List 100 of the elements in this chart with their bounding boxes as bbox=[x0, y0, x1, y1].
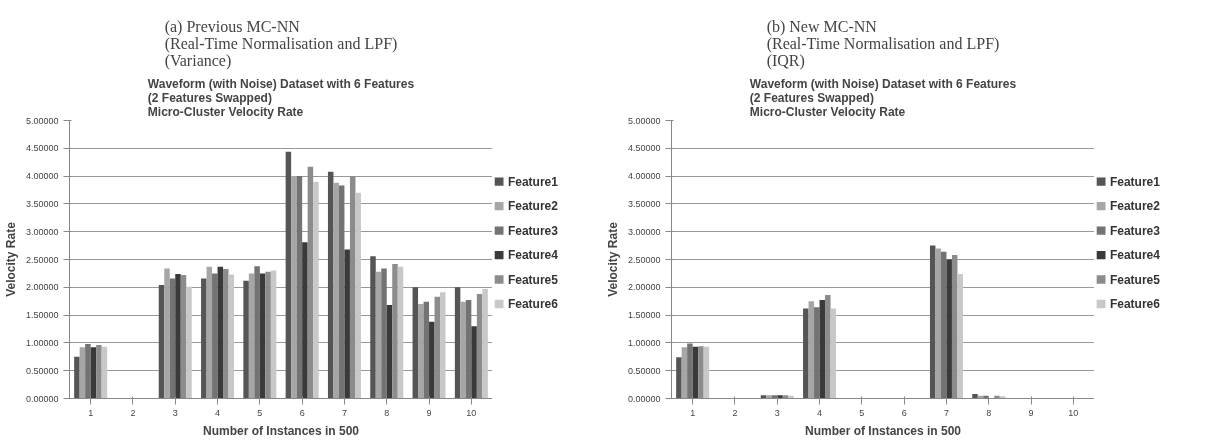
legend-label: Feature3 bbox=[1109, 223, 1161, 238]
bar bbox=[687, 343, 693, 399]
y-tick-label: 3.00000 bbox=[627, 226, 661, 237]
bar bbox=[169, 278, 176, 399]
y-tick-label: 0.50000 bbox=[627, 365, 661, 376]
bar bbox=[429, 321, 435, 399]
bar bbox=[74, 356, 80, 399]
y-tick-label: 0.00000 bbox=[25, 393, 59, 404]
bar bbox=[929, 245, 936, 399]
y-tick-label: 0.00000 bbox=[627, 393, 661, 404]
x-tick-label: 3 bbox=[774, 407, 780, 418]
legend-label: Feature5 bbox=[507, 272, 559, 287]
bar bbox=[440, 292, 446, 399]
legend-label: Feature6 bbox=[507, 296, 559, 311]
bar bbox=[327, 171, 334, 399]
bar bbox=[957, 273, 963, 399]
y-tick-label: 3.00000 bbox=[25, 226, 59, 237]
x-tick-label: 2 bbox=[732, 407, 738, 418]
bar bbox=[302, 242, 308, 399]
legend-label: Feature3 bbox=[507, 223, 559, 238]
bar bbox=[703, 346, 710, 399]
bar bbox=[370, 256, 376, 399]
chart-title: (a) Previous MC-NN (Real-Time Normalisation and LPF) (Variance) bbox=[164, 17, 398, 70]
bar bbox=[248, 273, 255, 399]
bar bbox=[465, 300, 472, 399]
bar bbox=[158, 285, 165, 399]
bar bbox=[270, 270, 277, 399]
x-tick-label: 7 bbox=[943, 407, 949, 418]
bar bbox=[243, 280, 249, 399]
bar bbox=[212, 273, 218, 399]
bar bbox=[254, 266, 260, 399]
x-tick-label: 7 bbox=[341, 407, 347, 418]
x-tick-label: 6 bbox=[299, 407, 305, 418]
x-tick-label: 9 bbox=[1028, 407, 1034, 418]
bar bbox=[830, 308, 837, 399]
bar bbox=[460, 301, 466, 399]
x-axis-title: Number of Instances in 500 bbox=[202, 423, 360, 438]
chart-subtitle: Waveform (with Noise) Dataset with 6 Features (2 Features Swapped) Micro-Cluster Velocity Rate bbox=[749, 76, 1017, 119]
x-tick-label: 5 bbox=[859, 407, 865, 418]
bar bbox=[375, 271, 382, 399]
y-tick-label: 2.50000 bbox=[25, 254, 59, 265]
bar bbox=[344, 249, 350, 399]
bar bbox=[808, 301, 815, 399]
x-tick-label: 9 bbox=[426, 407, 432, 418]
bar bbox=[85, 344, 91, 399]
x-tick-label: 8 bbox=[986, 407, 992, 418]
bar bbox=[676, 357, 682, 399]
bar bbox=[175, 273, 181, 399]
y-tick-label: 1.50000 bbox=[25, 310, 59, 321]
y-tick-label: 4.50000 bbox=[627, 143, 661, 154]
bar bbox=[418, 303, 424, 399]
bar bbox=[285, 151, 292, 399]
chart-title: (b) New MC-NN (Real-Time Normalisation and LPF) (IQR) bbox=[766, 17, 1000, 70]
x-tick-label: 1 bbox=[690, 407, 696, 418]
bar bbox=[259, 273, 266, 399]
bar bbox=[814, 307, 820, 399]
legend-label: Feature4 bbox=[1109, 248, 1161, 263]
bar bbox=[296, 176, 303, 399]
legend-label: Feature1 bbox=[1109, 174, 1161, 189]
bar bbox=[79, 347, 86, 399]
x-tick-label: 5 bbox=[257, 407, 263, 418]
y-tick-label: 4.00000 bbox=[627, 171, 661, 182]
bar bbox=[338, 185, 345, 399]
y-tick-label: 4.00000 bbox=[25, 171, 59, 182]
legend-label: Feature1 bbox=[507, 174, 559, 189]
bar bbox=[164, 268, 170, 399]
y-tick-label: 0.50000 bbox=[25, 365, 59, 376]
legend-label: Feature5 bbox=[1109, 272, 1161, 287]
legend-label: Feature4 bbox=[507, 248, 559, 263]
x-tick-label: 1 bbox=[88, 407, 94, 418]
bar bbox=[397, 266, 404, 399]
chart-subtitle: Waveform (with Noise) Dataset with 6 Features (2 Features Swapped) Micro-Cluster Velocity Rate bbox=[147, 76, 415, 119]
bar bbox=[291, 176, 297, 399]
y-tick-label: 3.50000 bbox=[25, 198, 59, 209]
x-tick-label: 4 bbox=[215, 407, 221, 418]
y-tick-label: 5.00000 bbox=[627, 115, 661, 126]
x-tick-label: 3 bbox=[172, 407, 178, 418]
bar bbox=[201, 278, 207, 399]
y-axis-title: Velocity Rate bbox=[3, 221, 18, 297]
bar bbox=[333, 182, 339, 399]
x-tick-label: 10 bbox=[466, 407, 477, 418]
bar bbox=[313, 181, 319, 399]
bar bbox=[692, 346, 699, 399]
bar bbox=[972, 394, 978, 399]
bar bbox=[819, 300, 826, 399]
bar bbox=[355, 192, 361, 399]
bar bbox=[681, 347, 688, 399]
bar bbox=[186, 286, 192, 399]
x-axis-title: Number of Instances in 500 bbox=[804, 423, 962, 438]
bar bbox=[471, 326, 477, 399]
x-tick-label: 10 bbox=[1068, 407, 1079, 418]
bar bbox=[412, 287, 419, 399]
legend-label: Feature2 bbox=[1109, 199, 1161, 214]
legend-label: Feature2 bbox=[507, 199, 559, 214]
x-tick-label: 8 bbox=[384, 407, 390, 418]
y-tick-label: 2.00000 bbox=[25, 282, 59, 293]
bar bbox=[935, 248, 941, 399]
x-tick-label: 6 bbox=[901, 407, 907, 418]
bar bbox=[217, 266, 224, 399]
x-tick-label: 2 bbox=[130, 407, 136, 418]
